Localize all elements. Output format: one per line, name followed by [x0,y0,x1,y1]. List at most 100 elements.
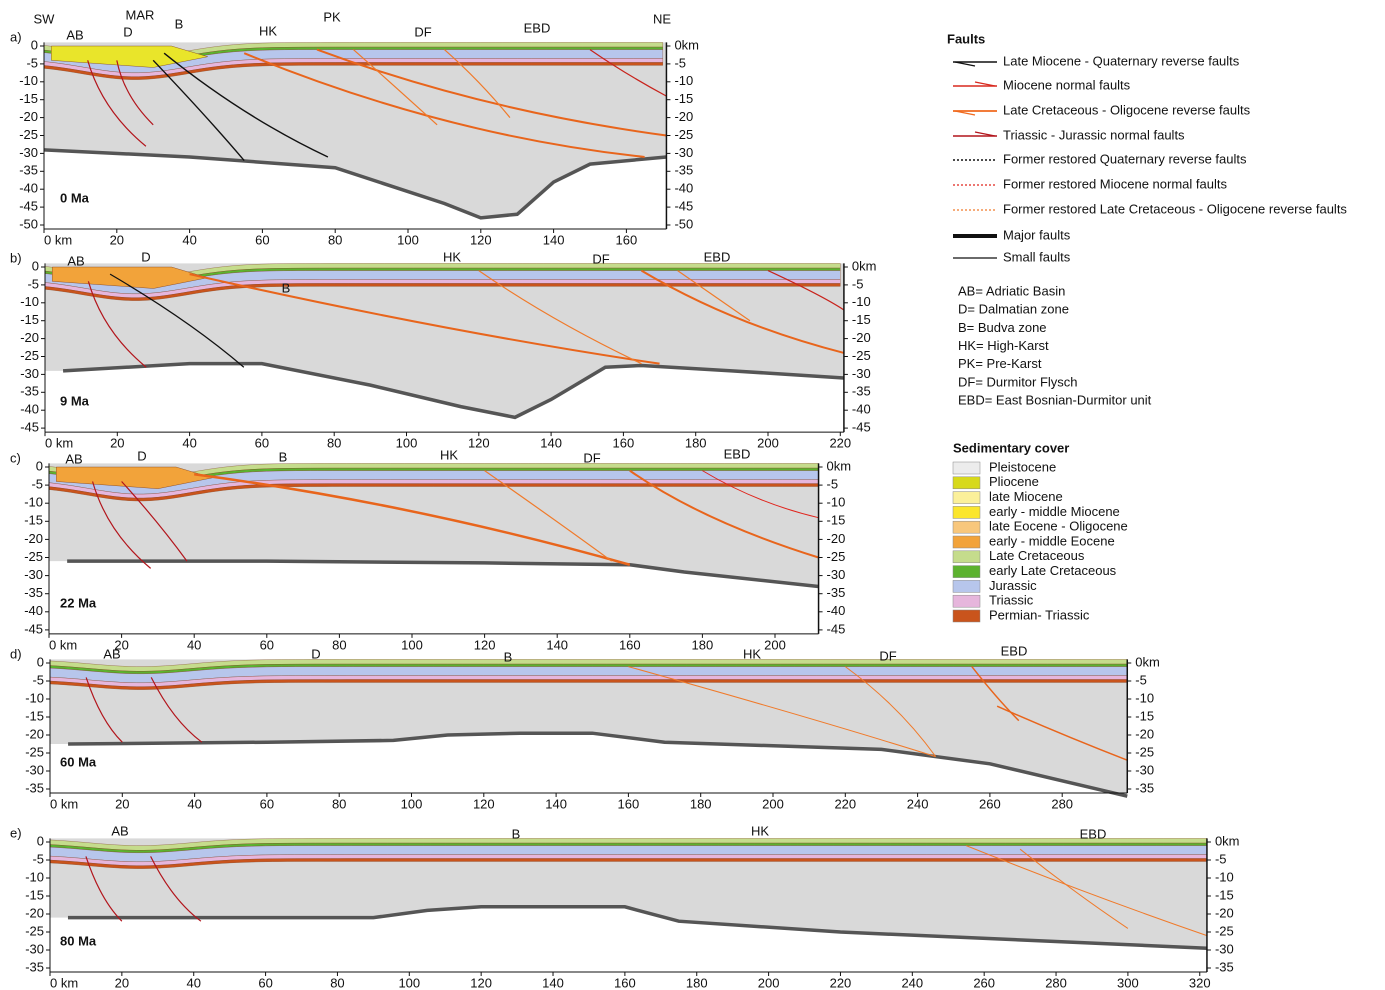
region-label: EBD [704,249,731,264]
x-tick-label: 80 [332,637,346,652]
x-tick-label: 0 km [50,975,78,990]
x-tick-label: 260 [979,796,1001,811]
y2-tick-label: -5 [674,55,686,70]
x-tick-label: 60 [258,975,272,990]
region-label: D [311,646,320,661]
legend-swatch [953,551,980,563]
region-label: AB [66,27,83,42]
y-tick-label: -45 [19,199,38,214]
region-label: B [512,826,521,841]
y-tick-label: -35 [25,780,44,795]
y-tick-label: 0 [32,258,39,273]
y2-tick-label: -5 [1215,851,1227,866]
y-tick-label: -40 [19,181,38,196]
region-label: EBD [1080,826,1107,841]
x-tick-label: 160 [616,232,638,247]
y2-tick-label: 0km [827,458,852,473]
x-tick-label: 160 [613,436,635,451]
y-tick-label: -15 [25,887,44,902]
region-label: B [504,649,513,664]
y-tick-label: -20 [25,905,44,920]
y2-tick-label: -15 [1215,887,1234,902]
region-label: AB [103,646,120,661]
y2-tick-label: -35 [1135,780,1154,795]
legend-swatch [953,536,980,548]
abbreviation: HK= High-Karst [958,338,1049,353]
y-tick-label: -20 [19,109,38,124]
legend-label: early - middle Miocene [989,504,1120,519]
x-tick-label: 100 [401,637,423,652]
abbreviation: PK= Pre-Karst [958,356,1042,371]
y2-tick-label: -20 [674,109,693,124]
panel-label: a) [10,29,22,44]
y-tick-label: -25 [19,127,38,142]
x-tick-label: 40 [187,637,201,652]
legend-label: Triassic - Jurassic normal faults [1003,127,1185,142]
x-tick-label: 260 [973,975,995,990]
x-tick-label: 0 km [49,637,77,652]
region-label: D [137,448,146,463]
y-tick-label: -5 [27,276,39,291]
y2-tick-label: -50 [674,216,693,231]
x-tick-label: 300 [1117,975,1139,990]
y2-tick-label: -15 [852,312,871,327]
panel-age: 80 Ma [60,933,97,948]
region-label: EBD [724,446,751,461]
legend-label: Pliocene [989,474,1039,489]
legend-swatch [953,492,980,504]
x-tick-label: 140 [540,436,562,451]
x-tick-label: 40 [182,232,196,247]
region-label: HK [443,249,461,264]
x-tick-label: 20 [110,232,124,247]
x-tick-label: 220 [830,975,852,990]
y2-tick-label: 0km [1215,833,1240,848]
x-tick-label: 240 [907,796,929,811]
y-tick-label: 0 [37,833,44,848]
y2-tick-label: -35 [1215,959,1234,974]
y-tick-label: -20 [24,531,43,546]
x-tick-label: 100 [401,796,423,811]
x-tick-label: 80 [327,436,341,451]
x-tick-label: 100 [398,975,420,990]
legend-swatch [953,477,980,489]
x-tick-label: 140 [542,975,564,990]
legend-label: Pleistocene [989,459,1056,474]
x-tick-label: 160 [618,796,640,811]
legend-label: Miocene normal faults [1003,77,1131,92]
panel-age: 0 Ma [60,190,90,205]
x-tick-label: 180 [692,637,714,652]
y2-tick-label: -40 [674,181,693,196]
y-tick-label: -20 [25,726,44,741]
y-tick-label: -50 [19,216,38,231]
y2-tick-label: -20 [1135,726,1154,741]
y-tick-label: -35 [24,585,43,600]
x-tick-label: 60 [255,232,269,247]
legend-swatch [953,595,980,607]
panel-age: 60 Ma [60,754,97,769]
region-label: HK [751,823,769,838]
y-tick-label: -25 [20,348,39,363]
legend-swatch [953,462,980,474]
y-tick-label: -30 [25,762,44,777]
region-label: EBD [524,20,551,35]
x-tick-label: 160 [614,975,636,990]
y-tick-label: -25 [25,744,44,759]
x-tick-label: 180 [685,436,707,451]
region-label: B [282,280,291,295]
y-tick-label: -5 [26,55,38,70]
x-tick-label: 0 km [50,796,78,811]
legend-label: late Miocene [989,489,1063,504]
abbreviation: B= Budva zone [958,320,1047,335]
legend-label: Former restored Quaternary reverse fault… [1003,151,1247,166]
legend-label: early - middle Eocene [989,533,1115,548]
x-tick-label: 200 [758,975,780,990]
y2-tick-label: -10 [1215,869,1234,884]
x-tick-label: 200 [762,796,784,811]
y-tick-label: -20 [20,330,39,345]
region-label: EBD [1001,643,1028,658]
abbreviation: AB= Adriatic Basin [958,283,1065,298]
abbreviation: EBD= East Bosnian-Durmitor unit [958,393,1152,408]
x-tick-label: 100 [397,232,419,247]
y-tick-label: 0 [36,458,43,473]
y2-tick-label: 0km [1135,654,1160,669]
